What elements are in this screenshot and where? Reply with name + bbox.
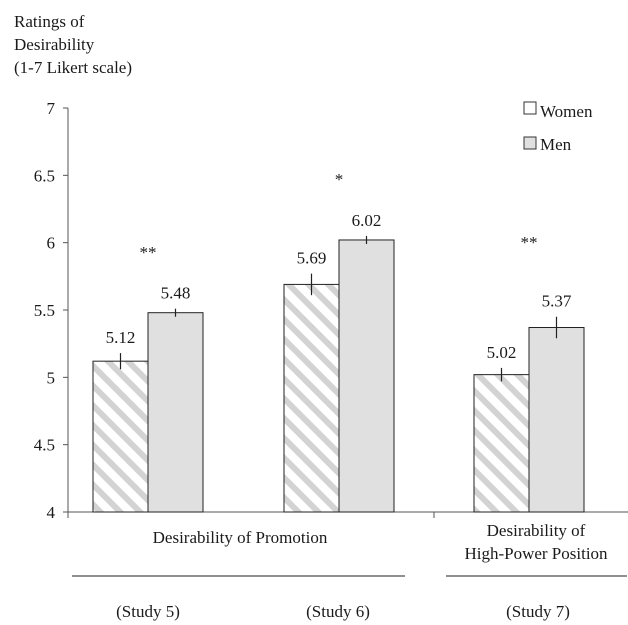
y-tick-label: 4.5 bbox=[34, 436, 55, 455]
legend-label-women: Women bbox=[540, 102, 593, 121]
y-tick-label: 4 bbox=[47, 503, 56, 522]
y-axis-title-line-2: Desirability bbox=[14, 35, 95, 54]
y-tick-label: 6.5 bbox=[34, 166, 55, 185]
legend-label-men: Men bbox=[540, 135, 572, 154]
bar-women-3 bbox=[473, 374, 530, 513]
legend-swatch-men bbox=[523, 136, 537, 150]
bar-women-1 bbox=[92, 360, 149, 513]
bar-men-3 bbox=[528, 327, 585, 513]
legend-swatch-women bbox=[523, 101, 537, 115]
bar-men-1 bbox=[147, 312, 204, 513]
category-label-study-6: (Study 6) bbox=[306, 602, 370, 621]
y-axis-title-line-3: (1-7 Likert scale) bbox=[14, 58, 132, 77]
value-label-women-3: 5.02 bbox=[487, 343, 517, 362]
significance-marker-3: ** bbox=[521, 233, 538, 252]
significance-marker-1: ** bbox=[140, 243, 157, 262]
significance-marker-2: * bbox=[335, 170, 344, 189]
category-label-study-7: (Study 7) bbox=[506, 602, 570, 621]
group-label-high-power-line-1: Desirability of bbox=[487, 521, 586, 540]
y-tick-label: 5.5 bbox=[34, 301, 55, 320]
value-label-women-1: 5.12 bbox=[106, 328, 136, 347]
value-label-men-2: 6.02 bbox=[352, 211, 382, 230]
value-label-women-2: 5.69 bbox=[297, 249, 327, 268]
value-label-men-1: 5.48 bbox=[161, 284, 191, 303]
bar-women-2 bbox=[283, 283, 340, 513]
y-tick-label: 5 bbox=[47, 368, 56, 387]
bar-men-2 bbox=[338, 239, 395, 513]
y-tick-label: 6 bbox=[47, 234, 56, 253]
group-label-high-power-line-2: High-Power Position bbox=[464, 544, 608, 563]
y-tick-label: 7 bbox=[47, 99, 56, 118]
y-axis-title-line-1: Ratings of bbox=[14, 12, 85, 31]
value-label-men-3: 5.37 bbox=[542, 292, 572, 311]
category-label-study-5: (Study 5) bbox=[116, 602, 180, 621]
group-label-promotion: Desirability of Promotion bbox=[153, 528, 328, 547]
